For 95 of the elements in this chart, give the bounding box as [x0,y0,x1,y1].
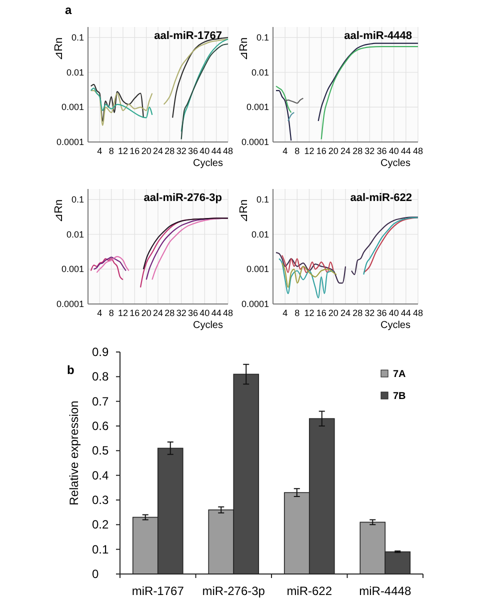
x-tick-label: miR-276-3p [202,584,266,598]
y-tick-label: 0.3 [92,493,110,507]
x-axis-title: Cycles [192,320,224,331]
x-tick-label: 44 [211,308,222,318]
x-tick-label: 16 [130,146,140,156]
y-tick-label: 0.1 [256,32,269,42]
y-tick-label: 0.0001 [56,299,84,309]
y-tick-label: 0.01 [66,67,84,78]
x-tick-label: 36 [188,146,198,156]
x-tick-label: 24 [340,146,351,156]
x-tick-label: 40 [200,308,210,318]
y-tick-label: 0.9 [92,345,110,359]
y-tick-label: 0.4 [92,468,110,482]
x-tick-label: 4 [97,146,102,156]
x-tick-label: 44 [400,146,411,156]
x-tick-label: 24 [340,308,351,318]
x-tick-label: 36 [376,308,387,318]
x-tick-label: 44 [211,146,222,156]
x-tick-label: miR-622 [286,584,332,598]
x-tick-label: 8 [108,146,114,156]
x-axis-title: Cycles [380,320,411,331]
x-tick-label: 32 [176,308,186,318]
x-tick-label: 44 [400,308,411,318]
y-axis-title: ⊿Rn [53,199,65,223]
x-tick-label: 4 [282,308,288,318]
y-tick-label: 0.001 [246,264,269,274]
y-tick-label: 0.5 [92,444,110,458]
x-tick-label: 32 [364,308,375,318]
x-tick-label: miR-1767 [132,584,184,598]
y-tick-label: 0.1 [92,542,110,556]
y-tick-label: 0.2 [92,518,110,532]
x-tick-label: 20 [141,146,152,156]
x-tick-label: 36 [188,308,198,318]
y-tick-label: 0.7 [92,394,110,408]
y-tick-label: 0.01 [251,229,269,240]
x-tick-label: 12 [304,308,314,318]
x-tick-label: 24 [152,146,164,156]
y-tick-label: 0.0001 [56,137,84,147]
x-tick-label: 4 [97,308,102,318]
x-tick-label: 48 [412,146,424,156]
y-tick-label: 0.1 [71,194,84,204]
x-tick-label: 16 [130,308,140,318]
x-tick-label: 12 [304,146,314,156]
y-axis-title: Relative expression [67,400,81,506]
chart-title: aal-miR-276-3p [144,192,222,204]
legend-label: 7A [393,369,406,380]
x-tick-label: 28 [352,308,363,318]
y-tick-label: 0.0001 [241,299,269,309]
x-tick-label: 36 [376,146,387,156]
x-tick-label: 40 [388,308,399,318]
chart-title: aal-miR-622 [350,192,412,204]
x-tick-label: 24 [152,308,164,318]
x-tick-label: 32 [364,146,375,156]
y-tick-label: 0.001 [61,102,84,112]
y-tick-label: 0 [92,567,99,581]
legend-label: 7B [393,391,406,402]
chart-title: aal-miR-4448 [344,30,412,42]
x-tick-label: 48 [412,308,424,318]
x-tick-label: 8 [108,308,114,318]
y-axis-title: ⊿Rn [238,199,250,223]
x-tick-label: 20 [141,308,152,318]
x-tick-label: 12 [118,146,128,156]
x-tick-label: 32 [176,146,186,156]
y-tick-label: 0.0001 [241,137,269,147]
x-tick-label: 20 [328,146,338,156]
x-tick-label: 28 [352,146,363,156]
y-tick-label: 0.1 [256,194,269,204]
y-axis-title: ⊿Rn [53,37,65,61]
x-tick-label: miR-4448 [359,584,412,598]
x-tick-label: 28 [164,146,175,156]
x-tick-label: 20 [328,308,338,318]
x-tick-label: 40 [388,146,399,156]
x-tick-label: 4 [282,146,288,156]
x-tick-label: 48 [222,146,234,156]
text: b [67,363,74,377]
x-tick-label: 16 [316,308,326,318]
x-tick-label: 8 [294,308,300,318]
x-tick-label: 12 [118,308,128,318]
y-tick-label: 0.01 [251,67,269,78]
y-tick-label: 0.8 [92,370,110,384]
x-axis-title: Cycles [192,158,224,169]
y-tick-label: 0.6 [92,419,110,433]
chart-title: aal-miR-1767 [154,30,222,42]
y-tick-label: 0.001 [246,102,269,112]
y-tick-label: 0.1 [71,32,84,42]
x-tick-label: 48 [222,308,234,318]
x-tick-label: 8 [294,146,300,156]
y-tick-label: 0.001 [61,264,84,274]
y-tick-label: 0.01 [66,229,84,240]
x-axis-title: Cycles [380,158,411,169]
x-tick-label: 28 [164,308,175,318]
text: a [65,3,72,17]
x-tick-label: 40 [200,146,210,156]
x-tick-label: 16 [316,146,326,156]
y-axis-title: ⊿Rn [238,37,250,61]
